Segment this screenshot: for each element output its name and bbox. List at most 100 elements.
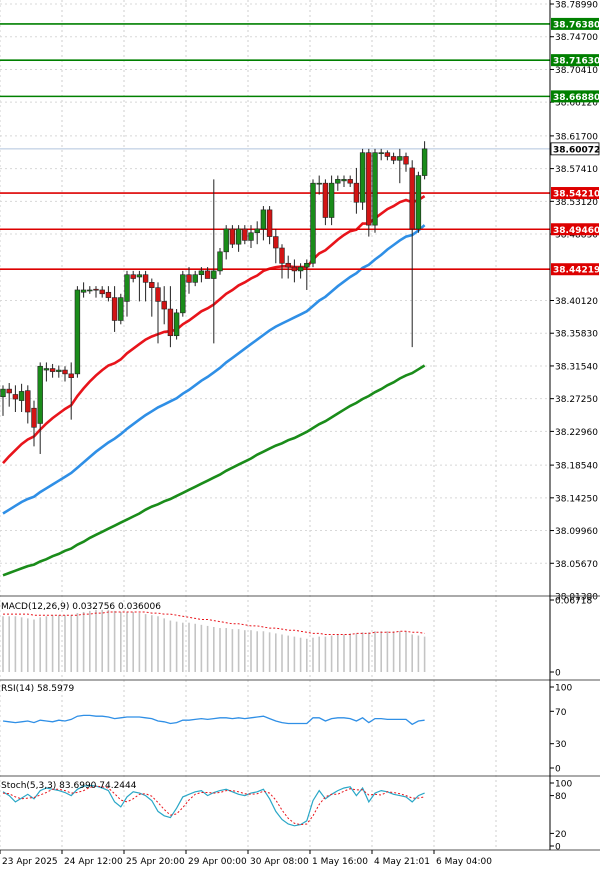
y-tick-label: 38.35830 bbox=[555, 330, 598, 340]
candle-body bbox=[359, 152, 366, 203]
candle-body bbox=[93, 288, 99, 291]
candle-body bbox=[353, 182, 360, 203]
candle-body bbox=[328, 182, 335, 218]
stoch-main-line bbox=[2, 784, 425, 827]
y-tick-label: 38.61700 bbox=[555, 132, 598, 142]
macd-label: MACD(12,26,9) 0.032756 0.036006 bbox=[1, 602, 161, 612]
moving-average-line bbox=[2, 364, 426, 577]
candle-body bbox=[161, 301, 167, 310]
rsi-tick-label: 70 bbox=[555, 708, 567, 718]
macd-tick-label: 0 bbox=[555, 669, 561, 679]
y-tick-label: 38.74700 bbox=[555, 33, 598, 43]
candle-body bbox=[204, 270, 211, 279]
stoch-label: Stoch(5,3,3) 83.6990 74.2444 bbox=[1, 781, 137, 791]
y-tick-label: 38.53120 bbox=[555, 198, 598, 208]
y-tick-label: 38.22960 bbox=[555, 428, 598, 438]
y-tick-label: 38.18540 bbox=[555, 462, 598, 472]
x-tick-label: 6 May 04:00 bbox=[436, 857, 492, 867]
candle-body bbox=[192, 274, 198, 283]
candle-body bbox=[254, 228, 260, 234]
price-level-tag bbox=[551, 223, 599, 236]
candle-body bbox=[198, 270, 205, 276]
y-tick-label: 38.27250 bbox=[555, 395, 598, 405]
price-level-label: 38.71630 bbox=[553, 57, 600, 67]
stoch-tick-label: 20 bbox=[555, 830, 567, 840]
candle-body bbox=[378, 152, 384, 154]
y-tick-label: 38.14250 bbox=[555, 494, 598, 504]
y-tick-label: 38.57410 bbox=[555, 165, 598, 175]
current-price-label: 38.60072 bbox=[553, 145, 600, 155]
candle-body bbox=[397, 156, 403, 161]
candle-body bbox=[118, 297, 124, 321]
candle-body bbox=[304, 262, 310, 268]
candle-body bbox=[415, 175, 422, 230]
candle-body bbox=[266, 209, 273, 237]
candle-body bbox=[49, 368, 56, 372]
stoch-tick-label: 0 bbox=[555, 843, 561, 853]
x-tick-label: 4 May 21:01 bbox=[374, 857, 430, 867]
candle-body bbox=[403, 156, 409, 165]
price-level-label: 38.66880 bbox=[553, 93, 600, 103]
candle-body bbox=[285, 262, 291, 268]
price-level-tag bbox=[551, 263, 599, 276]
candle-body bbox=[372, 152, 378, 226]
candle-body bbox=[273, 236, 279, 249]
y-tick-label: 38.09960 bbox=[555, 527, 598, 537]
candle-body bbox=[316, 182, 322, 185]
stoch-tick-label: 100 bbox=[555, 780, 572, 790]
candle-body bbox=[322, 182, 329, 218]
rsi-tick-label: 0 bbox=[555, 765, 561, 775]
candle-body bbox=[12, 394, 19, 400]
y-tick-label: 38.40120 bbox=[555, 297, 598, 307]
candle-body bbox=[180, 274, 186, 314]
price-level-label: 38.49460 bbox=[553, 226, 600, 236]
candle-body bbox=[124, 274, 130, 302]
candle-body bbox=[37, 365, 43, 424]
candle-body bbox=[409, 167, 415, 230]
candle-body bbox=[105, 291, 112, 298]
candle-body bbox=[62, 369, 68, 375]
candle-body bbox=[341, 179, 347, 182]
stoch-tick-label: 80 bbox=[555, 792, 567, 802]
price-level-tag bbox=[551, 187, 599, 200]
x-tick-label: 25 Apr 20:00 bbox=[126, 857, 185, 867]
candle-body bbox=[335, 179, 341, 184]
price-level-label: 38.76380 bbox=[553, 20, 600, 30]
y-tick-label: 38.05670 bbox=[555, 560, 598, 570]
moving-average-line bbox=[2, 224, 426, 515]
candle-body bbox=[279, 247, 285, 264]
candle-body bbox=[229, 228, 236, 245]
candle-body bbox=[242, 228, 248, 241]
price-level-label: 38.54210 bbox=[553, 190, 600, 200]
candle-body bbox=[31, 407, 37, 428]
candle-body bbox=[297, 266, 304, 272]
candle-body bbox=[421, 148, 428, 176]
price-level-tag bbox=[551, 17, 599, 30]
candle-body bbox=[142, 274, 149, 283]
candle-body bbox=[74, 289, 81, 375]
candle-body bbox=[291, 266, 298, 272]
rsi-tick-label: 30 bbox=[555, 740, 567, 750]
candle-body bbox=[217, 251, 223, 272]
candle-body bbox=[25, 390, 31, 413]
candle-body bbox=[87, 289, 93, 292]
candle-body bbox=[18, 391, 25, 401]
stoch-signal-line bbox=[2, 785, 425, 826]
candle-body bbox=[149, 282, 155, 288]
candle-body bbox=[310, 182, 316, 264]
price-level-tag bbox=[551, 54, 599, 67]
x-tick-label: 23 Apr 2025 bbox=[2, 857, 58, 867]
y-tick-label: 38.70410 bbox=[555, 66, 598, 76]
candle-body bbox=[136, 274, 143, 278]
candle-body bbox=[248, 232, 254, 241]
x-tick-label: 24 Apr 12:00 bbox=[64, 857, 123, 867]
candle-body bbox=[211, 270, 217, 279]
candle-body bbox=[0, 388, 6, 398]
candle-body bbox=[366, 152, 372, 226]
x-tick-label: 30 Apr 08:00 bbox=[250, 857, 309, 867]
candle-body bbox=[80, 289, 87, 293]
candle-body bbox=[130, 274, 136, 279]
y-tick-label: 38.01380 bbox=[555, 593, 598, 603]
